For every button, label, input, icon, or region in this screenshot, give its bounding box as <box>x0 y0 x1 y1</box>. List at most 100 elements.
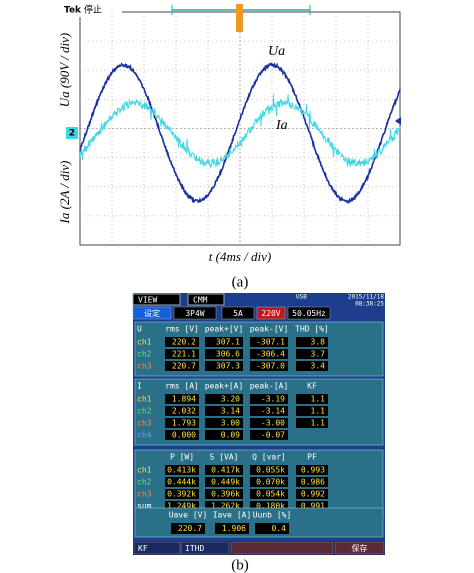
footer-key-label[interactable]: 保存 <box>352 543 368 553</box>
usb-label: USB <box>296 294 307 301</box>
value: 0.444k <box>167 478 196 487</box>
channel-label: ch2 <box>137 350 152 359</box>
scope-brand: Tek <box>64 6 82 16</box>
value: 0.991 <box>301 502 325 511</box>
value-box <box>205 337 243 347</box>
value: 307.1 <box>216 338 240 347</box>
value-box <box>250 406 288 416</box>
value-box <box>165 406 199 416</box>
value-box <box>205 361 243 371</box>
value-box <box>165 465 199 475</box>
column-header: rms [V] <box>165 325 199 334</box>
value: 0.070k <box>256 478 285 487</box>
value-box <box>205 394 243 404</box>
channel-label: ch3 <box>137 490 152 499</box>
value-box <box>250 477 288 487</box>
value: 0.392k <box>167 490 196 499</box>
value: 0.055k <box>256 466 285 475</box>
column-header: peak+[V] <box>205 325 244 334</box>
value: 0.986 <box>301 478 325 487</box>
value: 1.894 <box>172 395 196 404</box>
value-box <box>250 349 288 359</box>
value-box <box>205 489 243 499</box>
value: -306.4 <box>256 350 285 359</box>
value-box <box>165 489 199 499</box>
value-box <box>205 418 243 428</box>
value: 0.180k <box>256 502 285 511</box>
value-box <box>296 465 328 475</box>
value: 1.906 <box>222 524 246 533</box>
value: -307.1 <box>256 338 285 347</box>
column-header: I <box>137 382 142 391</box>
value: 1.1 <box>311 419 326 428</box>
setting-value: 设定 <box>144 308 160 318</box>
value-box <box>165 337 199 347</box>
value: 306.6 <box>216 350 240 359</box>
footer-key-label[interactable]: ITHD <box>185 544 204 553</box>
value-box <box>296 394 328 404</box>
column-header: KF <box>307 382 317 391</box>
value: 3.20 <box>221 395 240 404</box>
value-box <box>165 501 199 511</box>
setting-box <box>256 306 286 320</box>
value: 220.2 <box>172 338 196 347</box>
ua-waveform <box>79 62 401 205</box>
value: 1.1 <box>311 395 326 404</box>
y-label-ia: Ia (2A / div) <box>57 161 72 225</box>
value: -3.00 <box>261 419 285 428</box>
value: 3.00 <box>221 419 240 428</box>
value-box <box>296 361 328 371</box>
channel-marker <box>66 127 78 139</box>
column-header: peak-[A] <box>250 382 289 391</box>
x-label: t (4ms / div) <box>209 249 271 264</box>
channel-label: ch1 <box>137 338 152 347</box>
value: 3.7 <box>311 350 326 359</box>
channel-label: ch1 <box>137 466 152 475</box>
value: -0.07 <box>261 431 285 440</box>
value: 2.032 <box>172 407 196 416</box>
column-header: P [W] <box>170 453 194 462</box>
value-box <box>205 349 243 359</box>
footer-key-label[interactable]: KF <box>138 544 148 553</box>
caption-a: (a) <box>232 274 249 290</box>
tab-box <box>132 293 181 306</box>
value: 0.993 <box>301 466 325 475</box>
column-header: S [VA] <box>210 453 239 462</box>
value: 3.14 <box>221 407 240 416</box>
channel-label: ch3 <box>137 362 152 371</box>
value-box <box>165 361 199 371</box>
value-box <box>205 465 243 475</box>
channel-label: ch2 <box>137 407 152 416</box>
value: 0.992 <box>301 490 325 499</box>
value-box <box>250 465 288 475</box>
value: 0.413k <box>167 466 196 475</box>
setting-box <box>287 306 331 320</box>
value-box <box>215 523 249 534</box>
footer-key[interactable] <box>334 541 385 555</box>
value-box <box>296 337 328 347</box>
value: 221.1 <box>172 350 196 359</box>
column-header: U <box>137 325 142 334</box>
footer-key[interactable] <box>133 541 181 555</box>
caption-b: (b) <box>231 557 249 573</box>
trigger-marker <box>236 4 243 32</box>
setting-box <box>132 306 172 320</box>
value: 0.000 <box>172 431 196 440</box>
value-box <box>250 430 288 440</box>
tab-label: CMM <box>193 296 208 305</box>
value: -3.14 <box>261 407 285 416</box>
value: 1.249k <box>167 502 196 511</box>
column-header: peak-[V] <box>250 325 289 334</box>
value-box <box>296 418 328 428</box>
channel-label: ch3 <box>137 419 152 428</box>
setting-value: 3P4W <box>185 309 204 318</box>
value-box <box>296 349 328 359</box>
date: 2015/11/18 <box>348 294 385 301</box>
footer-key[interactable] <box>230 541 334 555</box>
footer-key[interactable] <box>180 541 230 555</box>
value-box <box>296 489 328 499</box>
tab-label: VIEW <box>138 296 157 305</box>
column-header: PF <box>307 453 317 462</box>
